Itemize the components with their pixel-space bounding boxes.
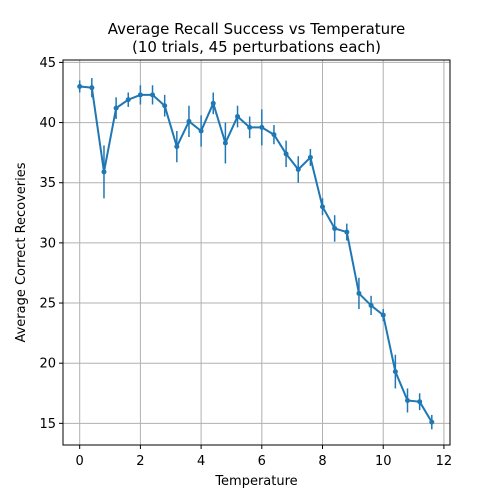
data-point [392, 369, 398, 375]
chart-title: Average Recall Success vs Temperature [108, 20, 406, 38]
y-tick-label: 20 [39, 357, 56, 372]
data-point [405, 397, 411, 403]
data-point [198, 128, 204, 134]
y-tick-label: 15 [39, 417, 56, 432]
series-markers [77, 83, 435, 425]
x-tick-label: 8 [318, 454, 326, 469]
data-point [113, 105, 119, 111]
data-point [429, 419, 435, 425]
data-point [89, 85, 95, 91]
x-tick-label: 12 [436, 454, 453, 469]
data-point [332, 225, 338, 231]
x-tick-label: 4 [197, 454, 205, 469]
data-point [307, 154, 313, 160]
grid [63, 60, 450, 445]
data-point [368, 302, 374, 308]
data-point [222, 140, 228, 146]
data-point [247, 124, 253, 130]
data-point [380, 312, 386, 318]
data-point [344, 229, 350, 235]
y-tick-label: 30 [39, 236, 56, 251]
y-axis-label: Average Correct Recoveries [14, 162, 29, 342]
data-point [283, 151, 289, 157]
x-tick-label: 0 [76, 454, 84, 469]
y-tick-label: 40 [39, 116, 56, 131]
data-point [259, 124, 265, 130]
data-point [186, 118, 192, 124]
data-point [271, 132, 277, 138]
data-point [417, 399, 423, 405]
data-point [125, 97, 131, 103]
data-point [101, 169, 107, 175]
data-point [235, 114, 241, 120]
y-tick-label: 35 [39, 176, 56, 191]
y-tick-label: 25 [39, 297, 56, 312]
x-axis-label: Temperature [214, 474, 297, 489]
x-tick-label: 6 [258, 454, 266, 469]
axis-ticks: 0 2 4 6 8 10 12 15 20 25 30 35 40 45 [39, 56, 452, 469]
plot-frame [62, 59, 451, 446]
data-point [137, 92, 143, 98]
data-point [356, 290, 362, 296]
data-point [174, 144, 180, 150]
data-point [295, 166, 301, 172]
data-point [77, 83, 83, 89]
data-point [210, 100, 216, 106]
y-tick-label: 45 [39, 56, 56, 71]
data-point [162, 103, 168, 109]
x-tick-label: 10 [375, 454, 392, 469]
x-tick-label: 2 [136, 454, 144, 469]
data-point [150, 92, 156, 98]
chart-subtitle: (10 trials, 45 perturbations each) [132, 38, 381, 56]
data-point [320, 204, 326, 210]
